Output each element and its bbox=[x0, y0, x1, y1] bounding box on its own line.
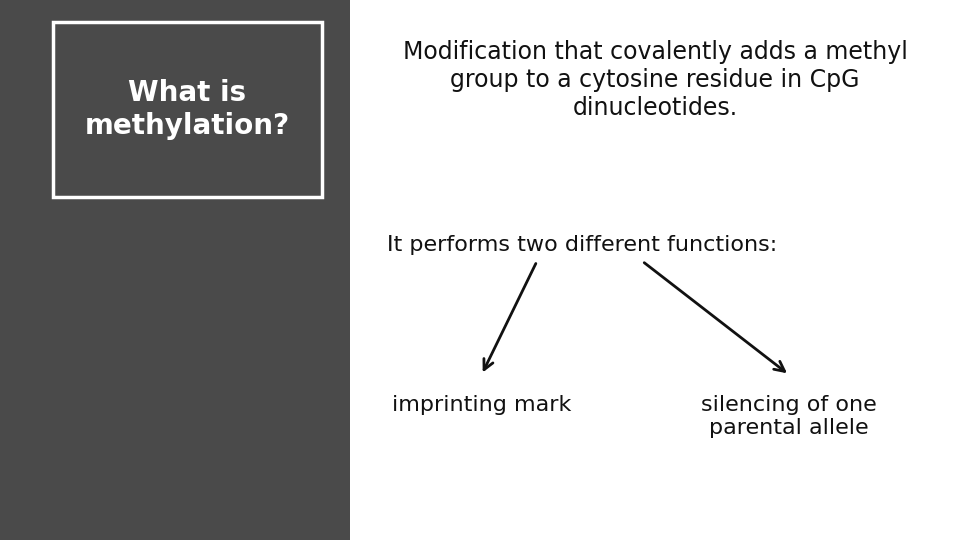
Bar bbox=[0, 0, 350, 540]
Text: silencing of one
parental allele: silencing of one parental allele bbox=[702, 395, 877, 438]
Bar bbox=[350, 0, 960, 540]
Text: What is
methylation?: What is methylation? bbox=[84, 79, 290, 140]
Text: Modification that covalently adds a methyl
group to a cytosine residue in CpG
di: Modification that covalently adds a meth… bbox=[403, 40, 907, 120]
Bar bbox=[53, 22, 322, 197]
Text: imprinting mark: imprinting mark bbox=[392, 395, 571, 415]
Text: It performs two different functions:: It performs two different functions: bbox=[387, 235, 778, 255]
